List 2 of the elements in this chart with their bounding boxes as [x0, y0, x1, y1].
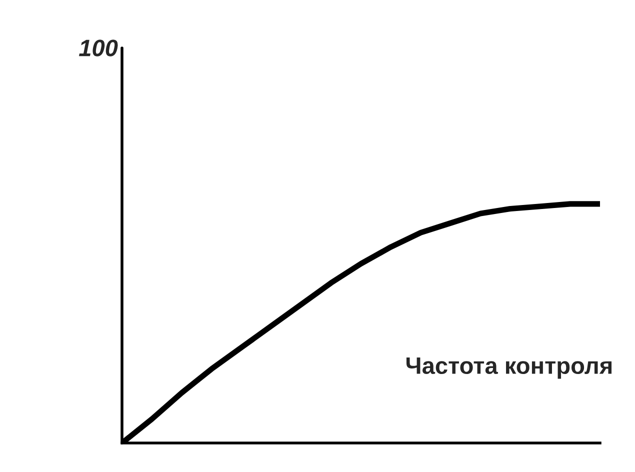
- x-axis-title: Частота контроля: [406, 358, 612, 379]
- text: 100: [78, 40, 118, 56]
